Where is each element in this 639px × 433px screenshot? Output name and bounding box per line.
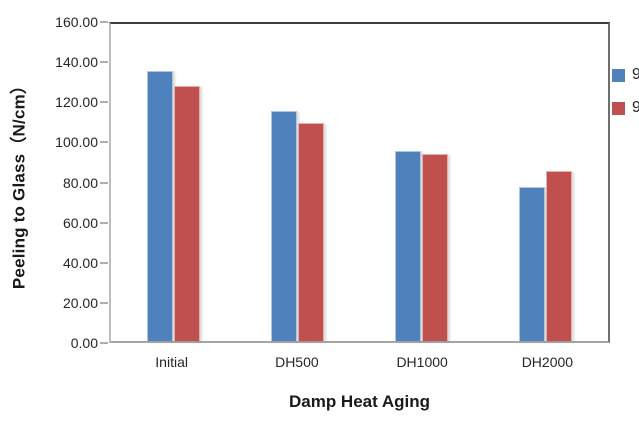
y-tick-label: 160.00 [55,14,98,30]
y-tick-label: 20.00 [62,294,98,311]
bar-9120B-DH2000 [546,170,573,341]
bar-group-DH1000 [360,24,484,341]
y-tick-label: 140.00 [55,54,98,71]
y-tick-mark [100,61,108,64]
x-axis-title: Damp Heat Aging [288,392,431,411]
legend-item-9110T: 9110T [612,66,639,84]
legend-swatch-icon [612,101,625,115]
y-tick-mark [100,181,108,184]
y-tick-label: 120.00 [55,94,98,111]
y-tick-mark [100,141,108,144]
bar-9120B-Initial [173,86,200,341]
bar-group-DH500 [235,24,359,341]
legend-label: 9110T [632,66,639,83]
y-tick-label: 60.00 [62,214,98,231]
x-tick-label-DH1000: DH1000 [396,354,448,370]
y-tick-label: 100.00 [55,134,98,151]
legend-label: 9120B [632,99,639,116]
y-tick-mark [100,301,108,304]
bars-container [111,24,608,341]
y-tick-mark [100,342,108,344]
legend-item-9120B: 9120B [612,99,639,117]
y-tick-mark [100,261,108,264]
y-tick-label: 80.00 [62,174,98,191]
bar-9110T-DH2000 [519,187,546,341]
y-tick-mark [100,21,108,23]
bar-9110T-DH500 [270,111,297,341]
x-tick-label-Initial: Initial [155,354,188,370]
legend-swatch-icon [612,68,625,82]
x-tick-label-DH2000: DH2000 [521,354,574,370]
bar-group-DH2000 [484,24,608,341]
bar-9110T-DH1000 [395,150,422,341]
y-tick-label: 40.00 [62,254,98,271]
x-axis-labels: Initial DH500 DH1000 DH2000 [109,354,610,370]
y-axis-title: Peeling to Glass（N/cm） [9,76,29,290]
y-tick-mark [100,101,108,104]
bar-group-Initial [111,24,235,341]
bar-9110T-Initial [146,70,173,341]
bar-9120B-DH500 [297,123,324,341]
y-tick-mark [100,221,108,224]
bar-9120B-DH1000 [422,153,449,341]
plot-area: 9110T 9120B [109,22,639,343]
y-tick-label: 0.00 [70,335,98,351]
legend: 9110T 9120B [612,66,639,117]
x-tick-label-DH500: DH500 [275,354,319,370]
